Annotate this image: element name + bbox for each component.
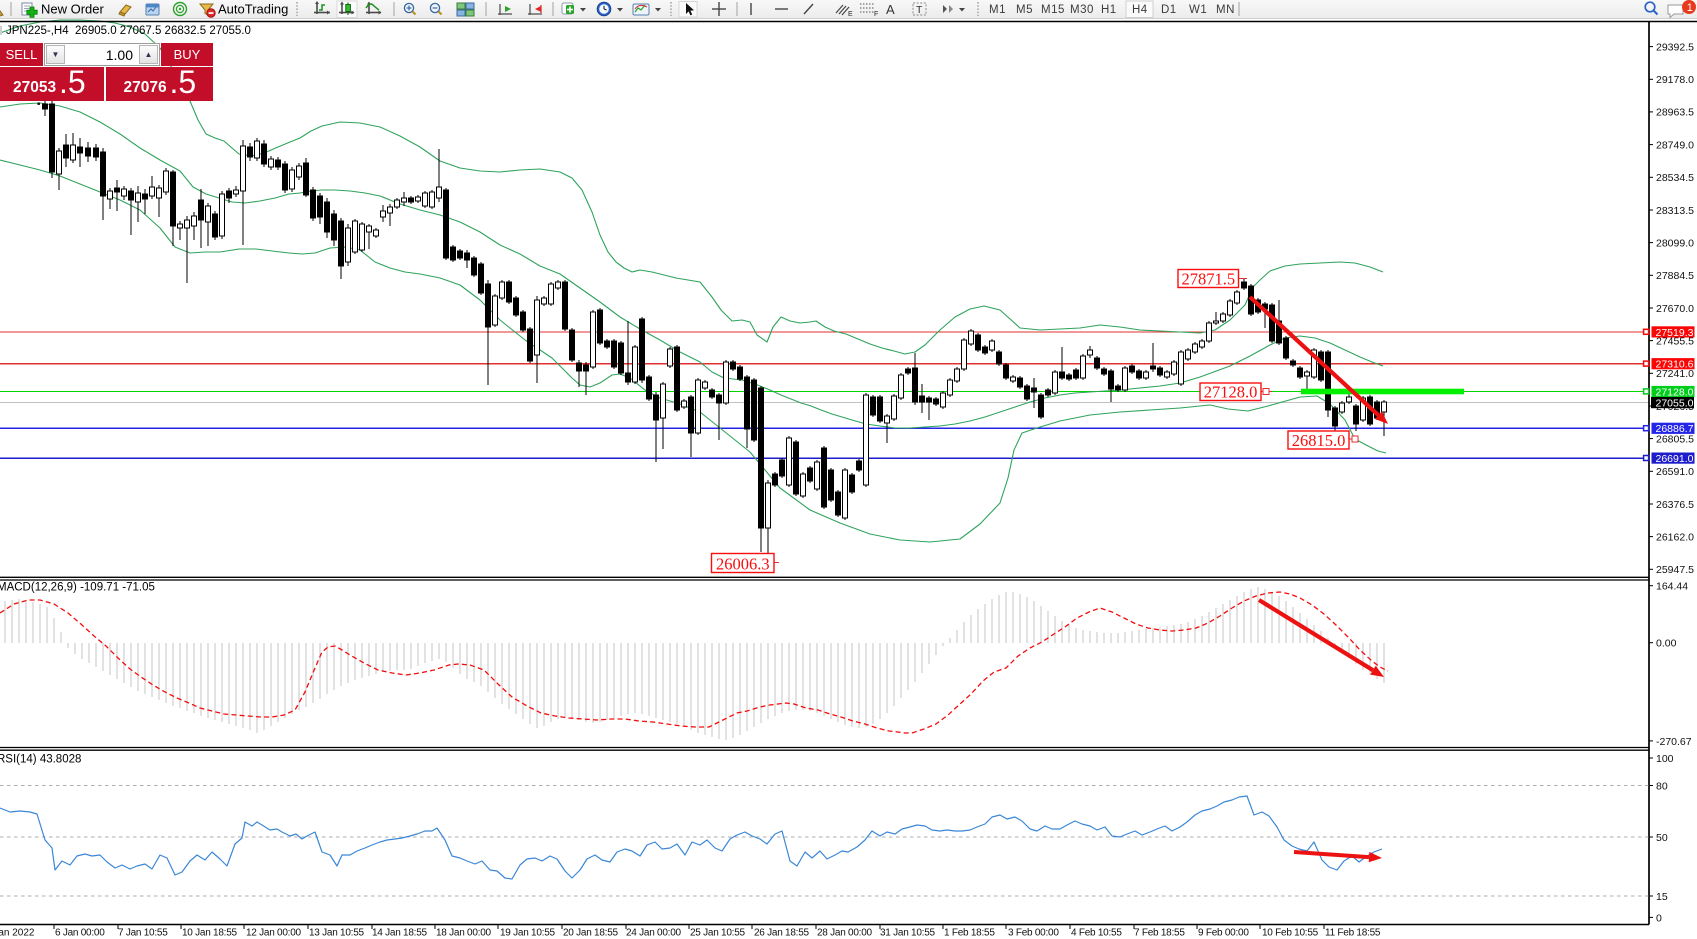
svg-text:26886.7: 26886.7 — [1656, 423, 1694, 435]
svg-text:14 Jan 18:55: 14 Jan 18:55 — [372, 928, 428, 939]
svg-text:28963.5: 28963.5 — [1656, 107, 1694, 119]
svg-text:29392.5: 29392.5 — [1656, 41, 1694, 53]
svg-text:0.00: 0.00 — [1656, 638, 1677, 650]
svg-text:80: 80 — [1656, 781, 1668, 793]
svg-text:1 Feb 18:55: 1 Feb 18:55 — [944, 928, 995, 939]
svg-text:10 Jan 18:55: 10 Jan 18:55 — [182, 928, 238, 939]
svg-text:164.44: 164.44 — [1656, 581, 1688, 593]
svg-text:6 Jan 00:00: 6 Jan 00:00 — [55, 928, 105, 939]
svg-text:100: 100 — [1656, 753, 1674, 765]
svg-text:13 Jan 10:55: 13 Jan 10:55 — [309, 928, 365, 939]
svg-text:27519.3: 27519.3 — [1656, 327, 1694, 339]
svg-text:MN: MN — [1216, 4, 1235, 16]
svg-text:15: 15 — [1656, 891, 1668, 903]
svg-text:MACD(12,26,9) -109.71 -71.05: MACD(12,26,9) -109.71 -71.05 — [0, 582, 155, 594]
svg-text:27670.0: 27670.0 — [1656, 303, 1694, 315]
svg-text:26006.3: 26006.3 — [716, 554, 770, 573]
svg-text:19 Jan 10:55: 19 Jan 10:55 — [500, 928, 556, 939]
svg-text:AutoTrading: AutoTrading — [218, 2, 288, 17]
svg-text:7 Jan 10:55: 7 Jan 10:55 — [118, 928, 168, 939]
svg-text:F: F — [874, 11, 878, 18]
svg-text:28099.0: 28099.0 — [1656, 237, 1694, 249]
svg-text:0: 0 — [1656, 912, 1662, 924]
svg-text:D1: D1 — [1161, 4, 1177, 16]
svg-text:24 Jan 00:00: 24 Jan 00:00 — [626, 928, 682, 939]
svg-text:H1: H1 — [1101, 4, 1117, 16]
svg-text:27128.0: 27128.0 — [1656, 386, 1694, 398]
svg-text:27055.0: 27055.0 — [1656, 398, 1694, 410]
svg-text:4 Feb 10:55: 4 Feb 10:55 — [1071, 928, 1122, 939]
svg-text:26805.5: 26805.5 — [1656, 433, 1694, 445]
svg-text:25 Jan 10:55: 25 Jan 10:55 — [690, 928, 746, 939]
svg-text:26 Jan 18:55: 26 Jan 18:55 — [754, 928, 810, 939]
svg-text:27241.0: 27241.0 — [1656, 368, 1694, 380]
svg-text:12 Jan 00:00: 12 Jan 00:00 — [246, 928, 302, 939]
svg-text:A: A — [886, 2, 895, 17]
svg-text:28 Jan 00:00: 28 Jan 00:00 — [817, 928, 873, 939]
svg-text:9 Feb 00:00: 9 Feb 00:00 — [1198, 928, 1249, 939]
svg-text:29178.0: 29178.0 — [1656, 74, 1694, 86]
svg-text:New Order: New Order — [41, 2, 105, 17]
svg-text:RSI(14) 43.8028: RSI(14) 43.8028 — [0, 754, 81, 766]
svg-text:20 Jan 18:55: 20 Jan 18:55 — [563, 928, 619, 939]
svg-text:27310.6: 27310.6 — [1656, 359, 1694, 371]
svg-text:M15: M15 — [1041, 4, 1065, 16]
svg-text:27455.5: 27455.5 — [1656, 335, 1694, 347]
svg-text:M5: M5 — [1016, 4, 1033, 16]
svg-text:M30: M30 — [1070, 4, 1094, 16]
svg-text:4 Jan 2022: 4 Jan 2022 — [0, 928, 35, 939]
svg-text:10 Feb 10:55: 10 Feb 10:55 — [1262, 928, 1319, 939]
svg-text:28313.5: 28313.5 — [1656, 205, 1694, 217]
svg-text:E: E — [848, 11, 853, 18]
svg-text:T: T — [916, 4, 923, 16]
svg-text:25947.5: 25947.5 — [1656, 564, 1694, 576]
svg-text:26691.0: 26691.0 — [1656, 453, 1694, 465]
svg-text:50: 50 — [1656, 832, 1668, 844]
svg-text:31 Jan 10:55: 31 Jan 10:55 — [880, 928, 936, 939]
svg-text:-270.67: -270.67 — [1656, 736, 1692, 748]
svg-text:26376.5: 26376.5 — [1656, 499, 1694, 511]
svg-text:26162.0: 26162.0 — [1656, 531, 1694, 543]
svg-text:27884.5: 27884.5 — [1656, 270, 1694, 282]
svg-text:26591.0: 26591.0 — [1656, 466, 1694, 478]
svg-text:H4: H4 — [1132, 4, 1148, 16]
svg-text:3 Feb 00:00: 3 Feb 00:00 — [1008, 928, 1059, 939]
svg-text:11 Feb 18:55: 11 Feb 18:55 — [1325, 928, 1381, 939]
svg-text:27871.5: 27871.5 — [1181, 269, 1235, 288]
svg-text:W1: W1 — [1189, 4, 1207, 16]
svg-text:7 Feb 18:55: 7 Feb 18:55 — [1134, 928, 1185, 939]
svg-text:M1: M1 — [989, 4, 1006, 16]
svg-text:28749.0: 28749.0 — [1656, 139, 1694, 151]
svg-text:18 Jan 00:00: 18 Jan 00:00 — [436, 928, 492, 939]
svg-text:1: 1 — [1687, 2, 1693, 14]
svg-text:26815.0: 26815.0 — [1292, 431, 1346, 450]
svg-text:27128.0: 27128.0 — [1204, 382, 1258, 401]
svg-text:28534.5: 28534.5 — [1656, 172, 1694, 184]
